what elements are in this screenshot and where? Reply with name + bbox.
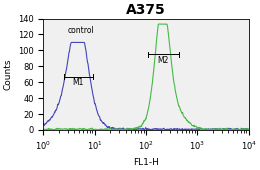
Text: control: control [68,26,95,35]
Y-axis label: Counts: Counts [3,58,12,90]
Text: M1: M1 [73,78,84,87]
Title: A375: A375 [126,3,166,17]
X-axis label: FL1-H: FL1-H [133,158,159,167]
Text: M2: M2 [158,56,169,65]
